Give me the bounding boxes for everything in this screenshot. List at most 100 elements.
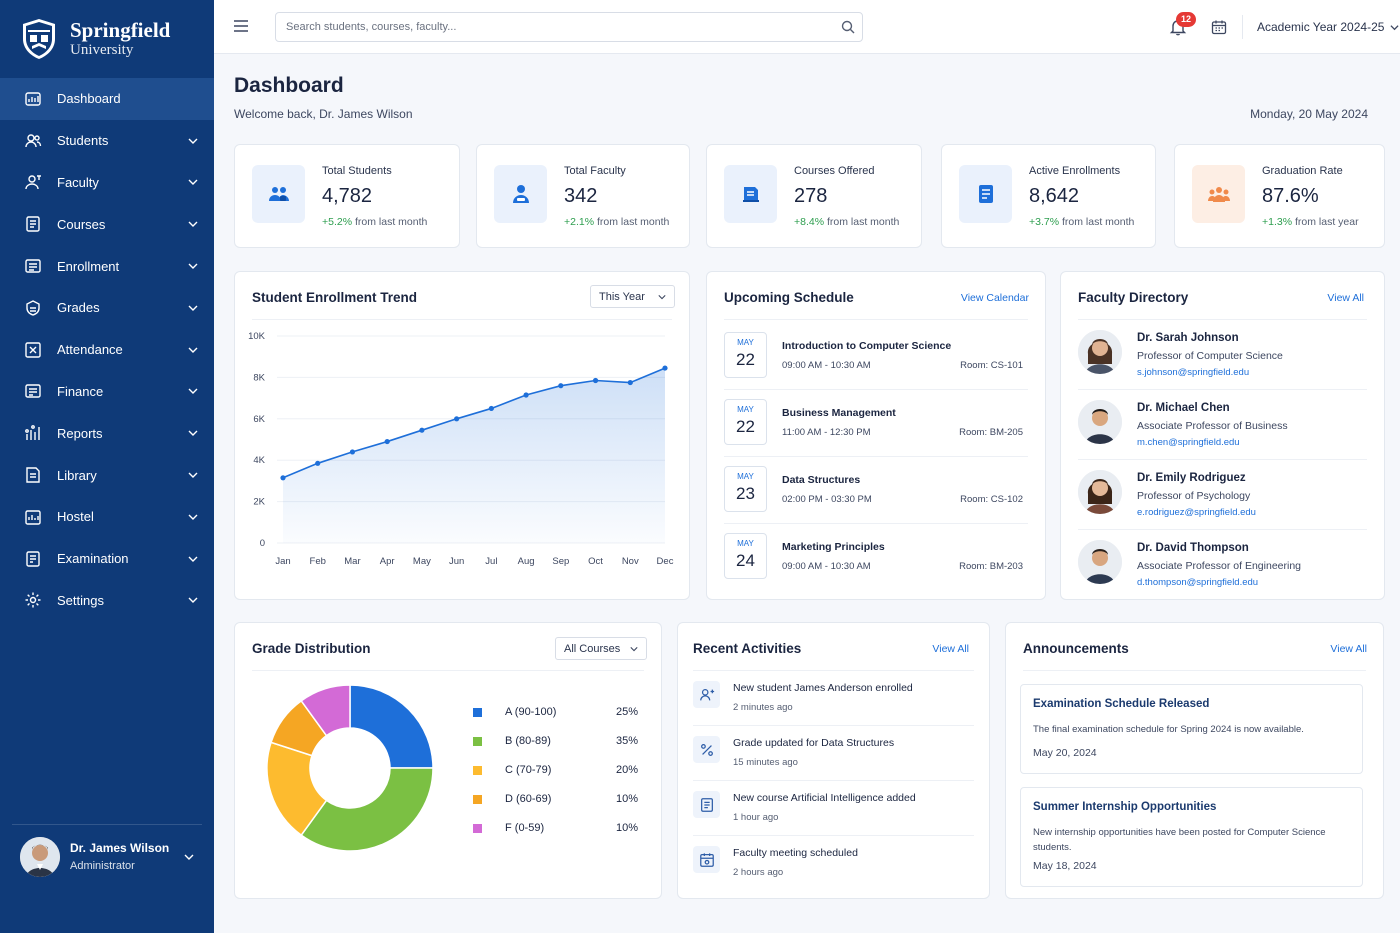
y-tick-label: 8K (253, 372, 265, 383)
schedule-title: Marketing Principles (782, 541, 885, 553)
schedule-item[interactable]: MAY 24 Marketing Principles 09:00 AM - 1… (724, 525, 1028, 591)
stat-change: +8.4% from last month (794, 216, 899, 228)
x-tick-label: Jul (485, 556, 497, 567)
academic-year-select[interactable]: Academic Year 2024-25 (1257, 20, 1399, 34)
grades-icon (24, 299, 42, 317)
view-calendar-link[interactable]: View Calendar (960, 292, 1029, 304)
library-icon (24, 466, 42, 484)
sidebar-item-reports[interactable]: Reports (0, 412, 214, 454)
card-divider (693, 670, 974, 671)
sidebar-item-attendance[interactable]: Attendance (0, 329, 214, 371)
sidebar-item-label: Dashboard (57, 91, 121, 107)
schedule-item[interactable]: MAY 22 Introduction to Computer Science … (724, 324, 1028, 390)
chevron-down-icon (188, 305, 198, 311)
faculty-item[interactable]: Dr. Emily Rodriguez Professor of Psychol… (1078, 460, 1367, 530)
announcement-item[interactable]: Examination Schedule Released The final … (1020, 684, 1363, 774)
course-select[interactable]: All Courses (555, 637, 647, 660)
calendar-icon (693, 846, 720, 873)
announcement-date: May 18, 2024 (1033, 860, 1097, 872)
stat-label: Total Faculty (564, 165, 626, 177)
sidebar-item-hostel[interactable]: Hostel (0, 496, 214, 538)
sidebar-item-library[interactable]: Library (0, 454, 214, 496)
view-all-faculty-link[interactable]: View All (1327, 292, 1364, 304)
sidebar-item-finance[interactable]: Finance (0, 371, 214, 413)
chevron-down-icon (188, 472, 198, 479)
attendance-icon (24, 341, 42, 359)
stat-change-value: +5.2% (322, 216, 353, 228)
sidebar-item-label: Attendance (57, 342, 123, 358)
schedule-month: MAY (737, 539, 754, 548)
schedule-item[interactable]: MAY 23 Data Structures 02:00 PM - 03:30 … (724, 458, 1028, 524)
schedule-time: 02:00 PM - 03:30 PM (782, 494, 872, 505)
data-point (419, 427, 425, 433)
stat-value: 342 (564, 185, 598, 207)
faculty-name: Dr. Sarah Johnson (1137, 332, 1239, 344)
announcement-item[interactable]: Summer Internship Opportunities New inte… (1020, 787, 1363, 887)
legend-label: D (60-69) (505, 793, 552, 805)
data-point (627, 379, 633, 386)
finance-icon (24, 382, 42, 400)
sidebar-item-enrollment[interactable]: Enrollment (0, 245, 214, 287)
sidebar-item-grades[interactable]: Grades (0, 287, 214, 329)
brand[interactable]: Springfield University (0, 0, 214, 78)
chevron-down-icon (188, 347, 198, 353)
faculty-directory-card: Faculty Directory View All Dr. Sarah Joh… (1060, 271, 1385, 600)
view-all-activities-link[interactable]: View All (932, 643, 969, 655)
sidebar-item-courses[interactable]: Courses (0, 203, 214, 245)
total-faculty-card[interactable]: Total Faculty 342 +2.1% from last month (476, 144, 690, 248)
stat-icon-box (494, 165, 547, 223)
menu-icon[interactable] (234, 20, 248, 32)
period-select[interactable]: This Year (590, 285, 675, 308)
grade-legend-item: F (0-59) 10% (473, 819, 638, 839)
data-point (384, 438, 390, 445)
faculty-item[interactable]: Dr. Sarah Johnson Professor of Computer … (1078, 320, 1367, 390)
user-role: Administrator (70, 860, 135, 872)
chevron-down-icon (188, 556, 198, 562)
user-profile[interactable]: Dr. James Wilson Administrator (12, 824, 202, 888)
sidebar-item-label: Enrollment (57, 258, 120, 274)
sidebar-item-examination[interactable]: Examination (0, 538, 214, 580)
schedule-month: MAY (737, 472, 754, 481)
activity-item[interactable]: Faculty meeting scheduled 2 hours ago (693, 836, 974, 891)
stat-change: +5.2% from last month (322, 216, 427, 228)
total-students-card[interactable]: Total Students 4,782 +5.2% from last mon… (234, 144, 460, 248)
sidebar-item-settings[interactable]: Settings (0, 580, 214, 622)
current-date: Monday, 20 May 2024 (1250, 107, 1368, 121)
stat-change-value: +3.7% (1029, 216, 1060, 228)
activity-item[interactable]: New course Artificial Intelligence added… (693, 781, 974, 836)
calendar-icon[interactable] (1211, 19, 1227, 35)
search-input[interactable] (275, 12, 863, 42)
faculty-email[interactable]: d.thompson@springfield.edu (1137, 577, 1259, 588)
legend-label: F (0-59) (505, 822, 545, 834)
sidebar-item-label: Courses (57, 216, 106, 232)
graduation-rate-card[interactable]: Graduation Rate 87.6% +1.3% from last ye… (1174, 144, 1385, 248)
chevron-down-icon (630, 646, 638, 651)
view-all-announcements-link[interactable]: View All (1330, 643, 1367, 655)
sidebar-item-dashboard[interactable]: Dashboard (0, 78, 214, 120)
y-tick-label: 6K (253, 414, 265, 425)
grade-legend-item: A (90-100) 25% (473, 703, 638, 723)
schedule-day: 22 (736, 417, 755, 436)
stat-value: 278 (794, 185, 828, 207)
chevron-down-icon[interactable] (184, 852, 194, 862)
card-divider (724, 319, 1028, 320)
card-divider (252, 319, 672, 320)
active-enrollments-card[interactable]: Active Enrollments 8,642 +3.7% from last… (941, 144, 1156, 248)
sidebar-item-faculty[interactable]: Faculty (0, 162, 214, 204)
schedule-item[interactable]: MAY 22 Business Management 11:00 AM - 12… (724, 391, 1028, 457)
stat-change: +2.1% from last month (564, 216, 669, 228)
faculty-item[interactable]: Dr. David Thompson Associate Professor o… (1078, 530, 1367, 600)
faculty-email[interactable]: s.johnson@springfield.edu (1137, 367, 1250, 378)
stat-change-value: +1.3% (1262, 216, 1293, 228)
activity-item[interactable]: New student James Anderson enrolled 2 mi… (693, 671, 974, 726)
faculty-item[interactable]: Dr. Michael Chen Associate Professor of … (1078, 390, 1367, 460)
faculty-name: Dr. Michael Chen (1137, 402, 1230, 414)
activity-item[interactable]: Grade updated for Data Structures 15 min… (693, 726, 974, 781)
sidebar-item-students[interactable]: Students (0, 120, 214, 162)
faculty-email[interactable]: m.chen@springfield.edu (1137, 437, 1240, 448)
courses-offered-card[interactable]: Courses Offered 278 +8.4% from last mont… (706, 144, 922, 248)
legend-swatch (473, 737, 482, 746)
search-icon[interactable] (841, 20, 855, 34)
sidebar-item-label: Finance (57, 383, 104, 399)
faculty-email[interactable]: e.rodriguez@springfield.edu (1137, 507, 1256, 518)
